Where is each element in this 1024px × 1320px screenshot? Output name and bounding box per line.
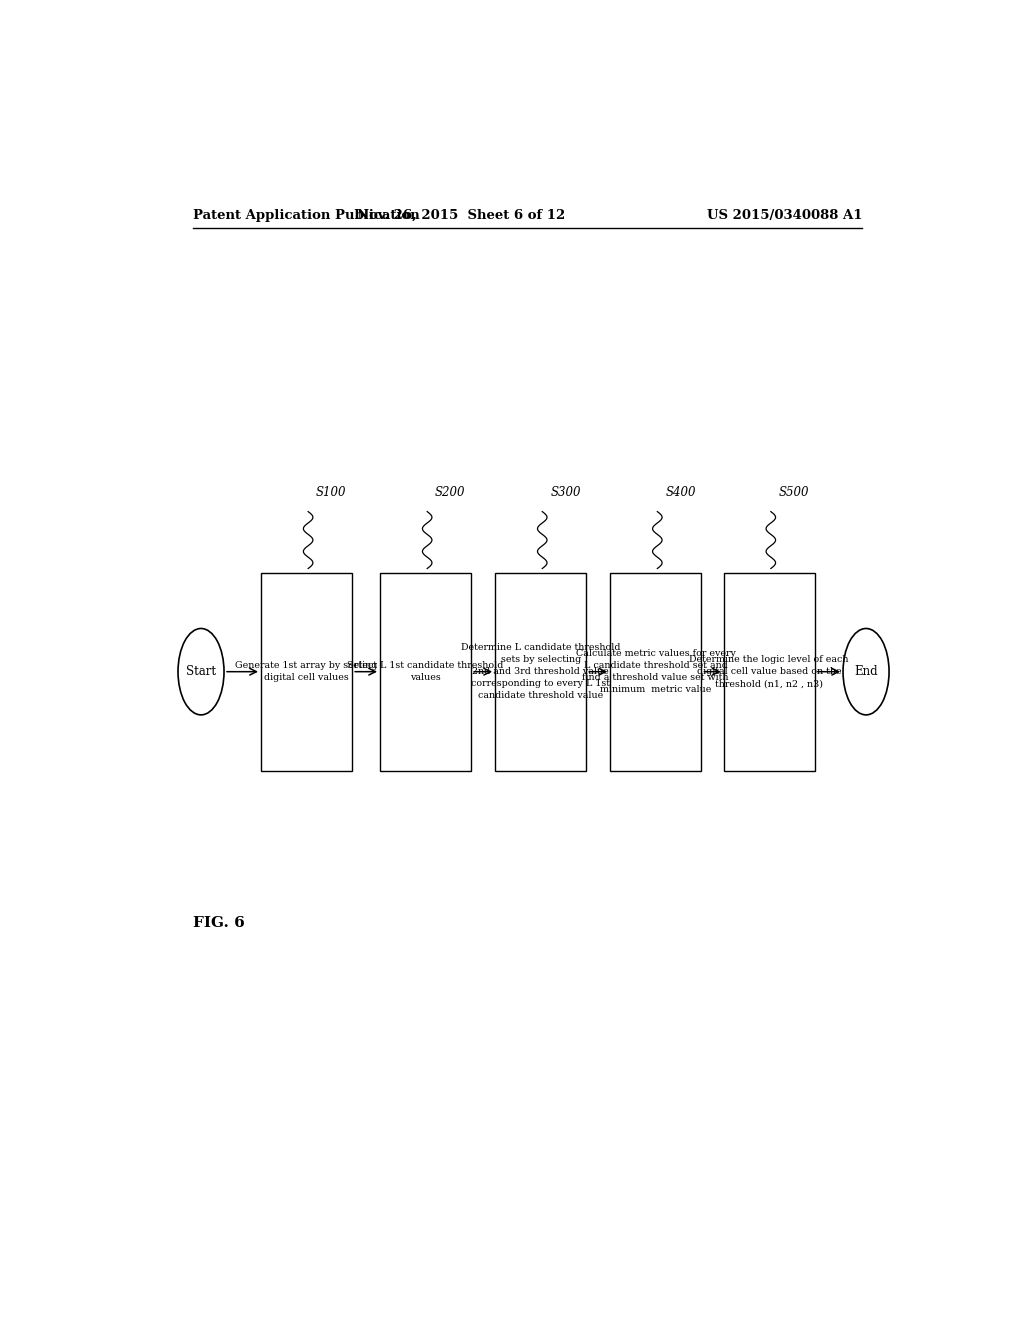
Text: Determine L candidate threshold
sets by selecting
2nd and 3rd threshold value
co: Determine L candidate threshold sets by …: [461, 643, 621, 701]
FancyBboxPatch shape: [724, 573, 815, 771]
Text: US 2015/0340088 A1: US 2015/0340088 A1: [707, 209, 862, 222]
Text: Generate 1st array by sorting
digital cell values: Generate 1st array by sorting digital ce…: [236, 661, 378, 682]
Text: Determine the logic level of each
digital cell value based on the
threshold (n1,: Determine the logic level of each digita…: [689, 655, 849, 688]
Text: Start: Start: [186, 665, 216, 678]
Text: S500: S500: [779, 486, 809, 499]
Text: S400: S400: [666, 486, 695, 499]
Text: Calculate metric values for every
L candidate threshold set and
find a threshold: Calculate metric values for every L cand…: [575, 649, 735, 694]
FancyBboxPatch shape: [380, 573, 471, 771]
FancyBboxPatch shape: [610, 573, 701, 771]
Text: S300: S300: [550, 486, 581, 499]
Text: Select L 1st candidate threshold
values: Select L 1st candidate threshold values: [347, 661, 504, 682]
FancyBboxPatch shape: [261, 573, 352, 771]
Text: FIG. 6: FIG. 6: [194, 916, 245, 929]
FancyBboxPatch shape: [495, 573, 587, 771]
Text: Patent Application Publication: Patent Application Publication: [194, 209, 420, 222]
Text: S200: S200: [435, 486, 466, 499]
Text: End: End: [854, 665, 878, 678]
Ellipse shape: [178, 628, 224, 715]
Text: Nov. 26, 2015  Sheet 6 of 12: Nov. 26, 2015 Sheet 6 of 12: [357, 209, 565, 222]
Text: S100: S100: [316, 486, 346, 499]
Ellipse shape: [843, 628, 889, 715]
